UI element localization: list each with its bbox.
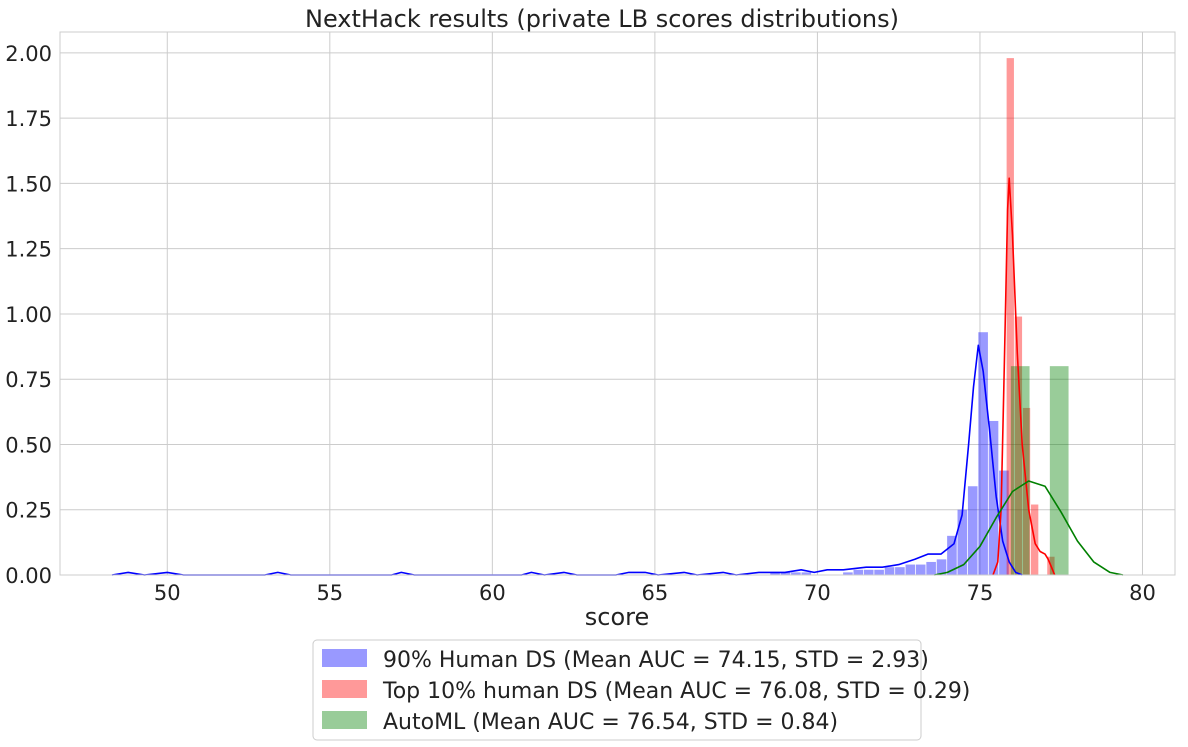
x-tick-label: 80 bbox=[1129, 581, 1156, 605]
histogram-bar-series-1 bbox=[801, 572, 812, 575]
y-tick-label: 0.50 bbox=[5, 433, 52, 457]
x-tick-labels: 50 55 60 65 70 75 80 bbox=[154, 581, 1156, 605]
histogram-bar-series-1 bbox=[967, 486, 978, 575]
histogram-bar-series-3 bbox=[1049, 366, 1069, 575]
x-tick-label: 50 bbox=[154, 581, 181, 605]
y-tick-label: 1.75 bbox=[5, 107, 52, 131]
legend-entry-label: AutoML (Mean AUC = 76.54, STD = 0.84) bbox=[383, 710, 838, 735]
x-tick-label: 70 bbox=[804, 581, 831, 605]
y-tick-label: 2.00 bbox=[5, 42, 52, 66]
y-tick-label: 1.00 bbox=[5, 303, 52, 327]
histogram-bar-series-1 bbox=[780, 572, 791, 575]
histogram-bar-series-1 bbox=[915, 564, 926, 575]
histogram-bar-series-2 bbox=[1014, 316, 1023, 575]
histogram-bar-series-1 bbox=[988, 420, 999, 575]
histogram-bar-series-1 bbox=[791, 572, 801, 575]
histogram-bar-series-1 bbox=[957, 509, 968, 575]
x-axis-label: score bbox=[585, 603, 650, 631]
kde-curve-series-1 bbox=[111, 344, 1023, 576]
histogram-bar-series-3 bbox=[1010, 366, 1030, 575]
y-tick-label: 1.25 bbox=[5, 238, 52, 262]
histogram-bar-series-1 bbox=[895, 567, 905, 575]
x-tick-label: 60 bbox=[479, 581, 506, 605]
histogram-bar-series-1 bbox=[843, 572, 853, 575]
kde-curve-series-2 bbox=[992, 177, 1056, 576]
histogram-bar-series-1 bbox=[978, 332, 988, 575]
plot-frame bbox=[59, 31, 1176, 576]
y-tick-labels: 0.00 0.25 0.50 0.75 1.00 1.25 1.50 1.75 2.00 bbox=[5, 42, 52, 588]
histogram-bar-series-1 bbox=[926, 561, 936, 575]
x-tick-label: 55 bbox=[316, 581, 343, 605]
histogram-bar-series-1 bbox=[884, 567, 895, 575]
legend-entry-label: 90% Human DS (Mean AUC = 74.15, STD = 2.… bbox=[383, 648, 929, 673]
histogram-bar-series-1 bbox=[770, 572, 780, 575]
y-tick-label: 0.75 bbox=[5, 368, 52, 392]
x-tick-label: 65 bbox=[642, 581, 669, 605]
histogram-bars bbox=[770, 58, 1069, 575]
histogram-bar-series-1 bbox=[863, 569, 874, 575]
legend: 90% Human DS (Mean AUC = 74.15, STD = 2.… bbox=[312, 639, 970, 741]
kde-curve-series-3 bbox=[934, 480, 1124, 576]
legend-swatch bbox=[322, 711, 367, 729]
y-tick-label: 1.50 bbox=[5, 172, 52, 196]
histogram-bar-series-1 bbox=[947, 535, 957, 575]
histogram-bar-series-1 bbox=[905, 564, 916, 575]
chart-title: NextHack results (private LB scores dist… bbox=[305, 5, 899, 33]
histogram-bar-series-1 bbox=[999, 470, 1009, 575]
histogram-bar-series-1 bbox=[853, 569, 864, 575]
histogram-bar-series-1 bbox=[936, 559, 947, 575]
legend-swatch bbox=[322, 680, 367, 698]
y-tick-label: 0.25 bbox=[5, 499, 52, 523]
legend-frame bbox=[312, 639, 922, 741]
histogram-bar-series-1 bbox=[874, 569, 884, 575]
legend-entry-label: Top 10% human DS (Mean AUC = 76.08, STD … bbox=[382, 679, 970, 704]
legend-swatch bbox=[322, 649, 367, 667]
grid-lines bbox=[60, 32, 1175, 576]
y-tick-label: 0.00 bbox=[5, 564, 52, 588]
histogram-bar-series-2 bbox=[1006, 58, 1014, 575]
x-tick-label: 75 bbox=[967, 581, 994, 605]
